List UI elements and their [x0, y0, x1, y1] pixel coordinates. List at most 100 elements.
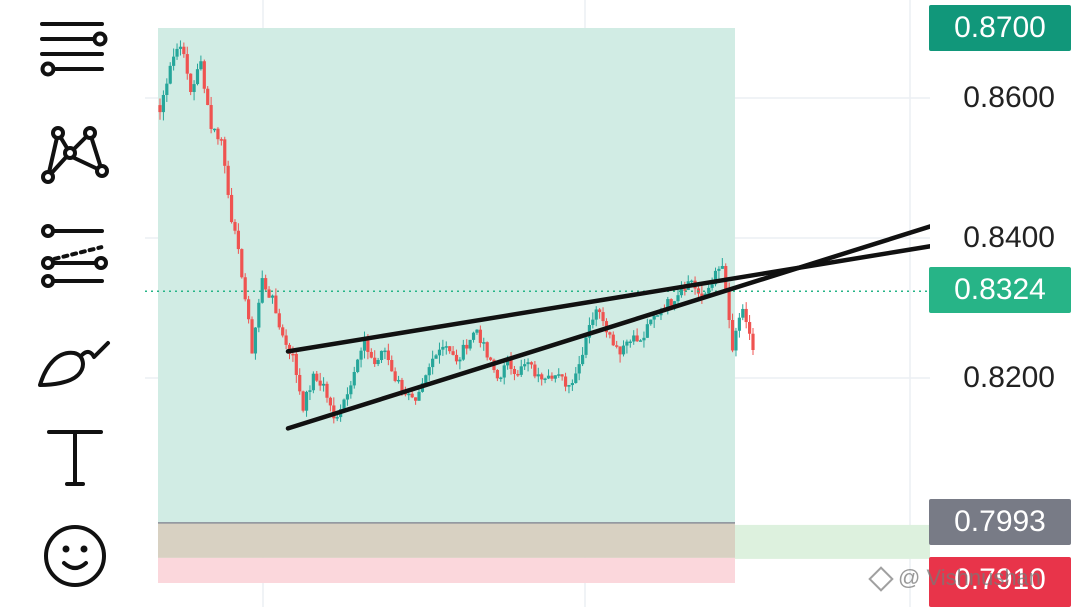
projection-zone: [735, 524, 930, 559]
candle-body: [247, 299, 251, 320]
candle-body: [529, 362, 534, 365]
candle-body: [458, 359, 462, 362]
candle-body: [390, 360, 394, 372]
candle-body: [223, 139, 227, 166]
candle-body: [478, 329, 482, 343]
price-tick-0.8400: 0.8400: [963, 221, 1055, 254]
candle-body: [362, 337, 367, 351]
candle-body: [321, 383, 326, 386]
emoji-tool[interactable]: [20, 518, 130, 598]
candle-body: [209, 105, 213, 129]
brush-tool-icon: [38, 327, 112, 392]
candle-body: [567, 385, 571, 387]
candle-body: [533, 364, 537, 377]
candle-body: [621, 345, 626, 355]
candle-body: [451, 351, 455, 355]
candle-body: [161, 94, 166, 113]
candle-body: [216, 128, 220, 140]
candle-body: [410, 393, 414, 398]
candle-body: [444, 346, 448, 348]
candle-body: [199, 61, 203, 70]
candle-body: [301, 391, 305, 411]
pattern-tool-icon: [40, 121, 110, 190]
candle-body: [175, 48, 179, 57]
candle-body: [454, 354, 459, 362]
candle-body: [720, 266, 724, 269]
candle-body: [598, 309, 602, 313]
candle-body: [730, 320, 735, 351]
wedge-upper-trendline: [285, 242, 941, 354]
candle-body: [229, 194, 234, 223]
candle-body: [253, 327, 258, 354]
candle-body: [649, 319, 653, 325]
candle-body: [734, 330, 738, 351]
candle-body: [359, 350, 363, 360]
candle-body: [328, 397, 333, 406]
candle-body: [655, 315, 660, 317]
candle-body: [618, 346, 622, 355]
candle-body: [642, 337, 646, 341]
price-chart[interactable]: [145, 0, 941, 607]
candle-body: [713, 270, 718, 285]
watermark-logo-icon: [868, 566, 894, 592]
candle-body: [369, 351, 373, 358]
lines-tool-icon: [40, 21, 110, 86]
candle-body: [250, 319, 254, 354]
pattern-tool[interactable]: [20, 115, 130, 195]
candle-body: [185, 54, 189, 74]
candle-body: [325, 383, 329, 398]
candle-body: [158, 105, 162, 113]
candle-body: [424, 375, 428, 384]
price-axis[interactable]: 0.8600 0.8400 0.8200: [930, 0, 1080, 607]
candle-body: [257, 302, 261, 328]
candle-body: [386, 350, 390, 361]
candle-body: [342, 399, 346, 410]
candle-body: [396, 379, 401, 382]
candle-body: [441, 346, 445, 350]
candle-body: [274, 295, 278, 314]
candle-body: [335, 417, 339, 419]
candle-body: [540, 374, 544, 380]
lines-tool[interactable]: [20, 13, 130, 93]
price-tick-0.8600: 0.8600: [963, 81, 1055, 114]
chart-canvas[interactable]: [145, 0, 941, 607]
candle-body: [284, 335, 288, 345]
price-tick-0.8200: 0.8200: [963, 361, 1055, 394]
profit-zone: [158, 28, 735, 523]
candle-body: [560, 374, 564, 377]
candle-body: [710, 284, 714, 288]
candle-body: [580, 354, 585, 365]
target-price-badge: 0.8700: [929, 5, 1071, 51]
candle-body: [563, 376, 568, 387]
candle-body: [744, 308, 748, 323]
candle-body: [294, 353, 298, 375]
candle-body: [502, 365, 506, 378]
candle-body: [635, 335, 639, 342]
candle-body: [628, 341, 632, 344]
drawing-toolbar: [0, 0, 145, 607]
candle-body: [652, 315, 656, 320]
candle-body: [260, 278, 264, 303]
candle-body: [594, 309, 598, 320]
brush-tool[interactable]: [20, 319, 130, 399]
candle-body: [475, 329, 479, 333]
candle-body: [366, 337, 370, 352]
candle-body: [717, 268, 721, 271]
candle-body: [393, 371, 397, 381]
candle-body: [373, 357, 377, 365]
candle-body: [700, 293, 704, 297]
candle-body: [591, 319, 595, 326]
text-tool[interactable]: [20, 420, 130, 500]
candle-body: [557, 374, 561, 376]
candle-body: [488, 357, 493, 360]
candle-body: [189, 73, 193, 92]
candle-body: [304, 391, 309, 411]
candle-body: [625, 341, 629, 346]
prediction-tool[interactable]: [20, 217, 130, 297]
candle-body: [676, 295, 680, 302]
candle-body: [509, 359, 513, 369]
candle-body: [318, 380, 322, 386]
stop-price-badge: 0.7910: [929, 557, 1071, 607]
wedge-lower-trendline: [285, 221, 941, 431]
candle-body: [499, 377, 503, 380]
